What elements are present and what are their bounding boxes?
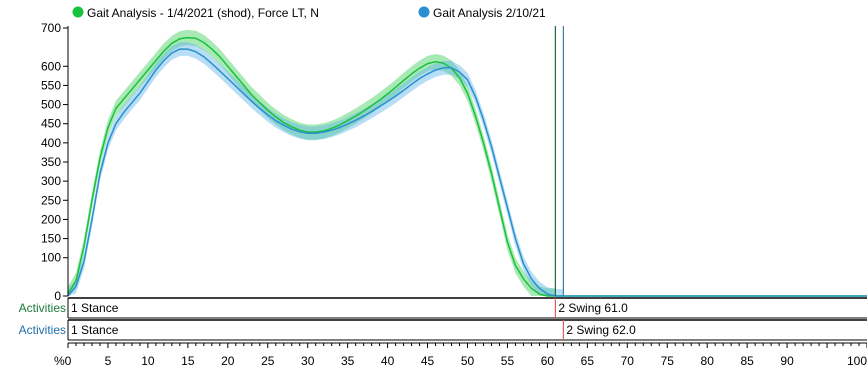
x-tick-label-75: 75: [661, 354, 675, 368]
x-tick-label-50: 50: [461, 354, 475, 368]
x-tick-label-80: 80: [701, 354, 715, 368]
x-tick-label-90: 90: [780, 354, 794, 368]
activity-label-1-1: 1 Stance: [71, 301, 119, 315]
x-tick-label-30: 30: [301, 354, 315, 368]
x-tick-label-65: 65: [581, 354, 595, 368]
x-tick-label-70: 70: [621, 354, 635, 368]
x-tick-label-40: 40: [381, 354, 395, 368]
series-line-1: [67, 36, 556, 297]
activities-label-1: Activities: [19, 301, 66, 315]
x-tick-label-60: 60: [541, 354, 555, 368]
legend-marker-2: [418, 6, 430, 18]
activities-label-2: Activities: [19, 323, 66, 337]
activity-label-1-2: 2 Swing 61.0: [558, 301, 628, 315]
legend-label-1: Gait Analysis - 1/4/2021 (shod), Force L…: [87, 6, 319, 20]
y-tick-label-600: 600: [41, 59, 61, 73]
y-tick-label-300: 300: [41, 174, 61, 188]
x-tick-label-5: 5: [105, 354, 112, 368]
y-tick-label-500: 500: [41, 98, 61, 112]
x-tick-label-35: 35: [341, 354, 355, 368]
y-tick-label-350: 350: [41, 155, 61, 169]
y-tick-label-700: 700: [41, 21, 61, 35]
legend-label-2: Gait Analysis 2/10/21: [433, 6, 546, 20]
x-tick-label-45: 45: [421, 354, 435, 368]
x-tick-label-0: 0: [65, 354, 72, 368]
series-band-1: [68, 29, 556, 297]
y-tick-label-550: 550: [41, 78, 61, 92]
y-tick-label-250: 250: [41, 193, 61, 207]
legend: Gait Analysis - 1/4/2021 (shod), Force L…: [72, 6, 546, 20]
swing-markers: [554, 26, 564, 296]
y-axis: 0 100 150 200 250 300 350 400 450 500 550 600 700: [41, 21, 69, 303]
series-line-2: [67, 48, 564, 297]
x-tick-label-85: 85: [740, 354, 754, 368]
y-tick-label-0: 0: [54, 289, 61, 303]
x-axis-label: %: [54, 354, 65, 368]
activity-label-2-2: 2 Swing 62.0: [566, 323, 636, 337]
legend-marker-1: [72, 6, 84, 18]
x-tick-label-10: 10: [141, 354, 155, 368]
y-tick-label-200: 200: [41, 212, 61, 226]
x-tick-label-100: 100: [847, 354, 867, 368]
x-tick-label-15: 15: [181, 354, 195, 368]
x-tick-label-55: 55: [501, 354, 515, 368]
y-tick-label-450: 450: [41, 117, 61, 131]
activity-label-2-1: 1 Stance: [71, 323, 119, 337]
series-lines: [67, 36, 867, 297]
x-axis: 0 5 10 15 20 25 30 35 40 45 50 55 60 65 70 75 80 85 90 100%: [54, 342, 867, 368]
y-tick-label-400: 400: [41, 136, 61, 150]
x-tick-label-20: 20: [221, 354, 235, 368]
activities-rows: Activities 1 Stance 2 Swing 61.0 Activities…: [19, 297, 867, 341]
y-tick-label-100: 100: [41, 251, 61, 265]
x-tick-label-25: 25: [261, 354, 275, 368]
y-tick-label-150: 150: [41, 232, 61, 246]
